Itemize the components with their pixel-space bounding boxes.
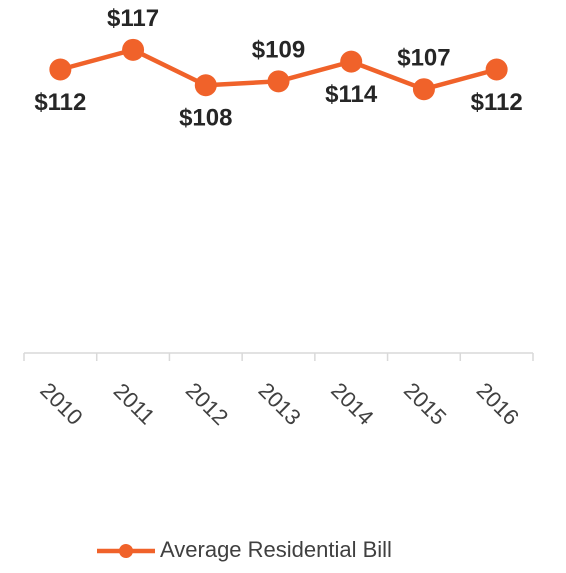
data-label: $112 <box>34 89 86 116</box>
x-tick-label: 2011 <box>109 378 160 429</box>
data-label: $109 <box>252 37 305 64</box>
data-label: $117 <box>107 5 159 32</box>
x-tick-label: 2016 <box>472 378 524 430</box>
x-tick-label: 2014 <box>326 378 378 430</box>
x-tick-label: 2013 <box>254 378 306 430</box>
x-tick-label: 2012 <box>181 378 233 430</box>
data-point <box>485 58 508 81</box>
data-label: $114 <box>325 81 378 108</box>
data-label: $108 <box>179 105 232 132</box>
data-point <box>340 50 363 73</box>
legend-marker <box>119 544 133 558</box>
data-label: $107 <box>397 45 450 72</box>
data-point <box>412 78 435 101</box>
x-tick-label: 2010 <box>35 378 87 430</box>
data-point <box>49 58 72 81</box>
data-point <box>267 70 290 93</box>
data-point <box>194 74 217 97</box>
data-point <box>122 38 145 61</box>
data-label: $112 <box>471 89 523 116</box>
x-tick-label: 2015 <box>399 378 451 430</box>
legend-label: Average Residential Bill <box>160 537 392 562</box>
